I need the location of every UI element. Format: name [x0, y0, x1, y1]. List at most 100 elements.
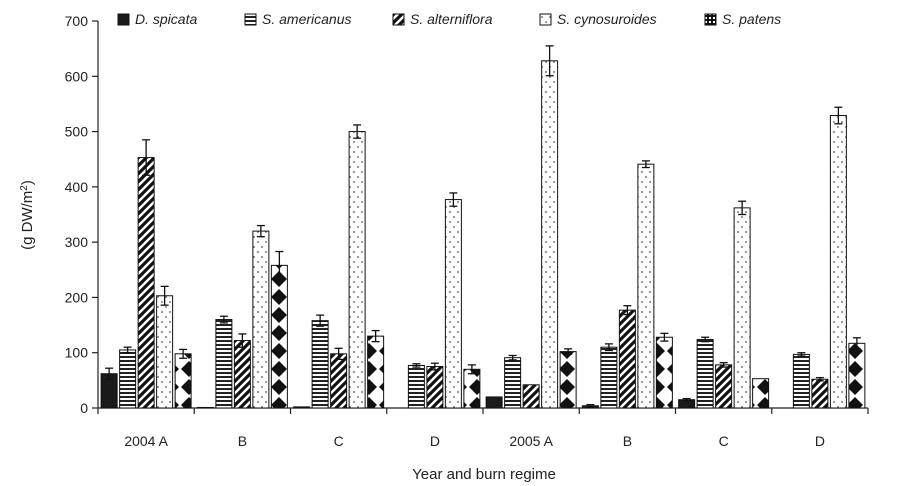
- bar: [156, 295, 174, 409]
- bar: [696, 338, 714, 409]
- bar: [311, 320, 329, 409]
- error-bar: [179, 348, 188, 359]
- bar: [504, 357, 522, 409]
- legend-swatch: [704, 13, 717, 26]
- x-axis: 2004 A B C D 2005 A B C D: [97, 407, 869, 449]
- bar: [367, 335, 385, 409]
- x-tick-label: B: [623, 433, 632, 449]
- error-bar: [412, 363, 421, 368]
- legend-item: D. spicata: [117, 11, 197, 27]
- bar: [559, 351, 577, 409]
- bar: [541, 60, 559, 409]
- error-bar: [623, 305, 632, 316]
- bar: [792, 353, 810, 409]
- bar: [348, 131, 366, 409]
- x-axis-title: Year and burn regime: [412, 466, 556, 483]
- error-bar: [834, 106, 843, 125]
- error-bar: [353, 124, 362, 139]
- error-bar: [604, 343, 613, 352]
- error-bar: [682, 397, 691, 402]
- bar: [330, 353, 348, 409]
- y-tick-label: 600: [65, 68, 89, 84]
- legend-label: S. alterniflora: [410, 11, 493, 27]
- legend-item: S. patens: [704, 11, 781, 27]
- bar: [848, 342, 866, 409]
- bar: [811, 378, 829, 409]
- bar: [174, 353, 192, 409]
- error-bar: [545, 45, 554, 77]
- error-bar: [219, 315, 228, 324]
- x-tick-label: D: [815, 433, 825, 449]
- error-bar: [467, 364, 476, 375]
- error-bar: [701, 336, 710, 343]
- y-axis: 0 100 200 300 400 500 600 700: [65, 13, 99, 416]
- legend-label: S. cynosuroides: [557, 11, 657, 27]
- bar: [463, 368, 481, 409]
- legend-swatch: [539, 13, 552, 26]
- legend-item: S. cynosuroides: [539, 11, 657, 27]
- error-bar: [371, 329, 380, 343]
- bar: [252, 230, 270, 409]
- legend-item: S. americanus: [244, 11, 351, 27]
- error-bar: [123, 346, 132, 354]
- y-tick-label: 300: [65, 234, 89, 250]
- legend-swatch: [117, 13, 130, 26]
- error-bar: [160, 285, 169, 306]
- error-bar: [142, 139, 151, 176]
- legend-label: S. americanus: [262, 11, 351, 27]
- error-bar: [815, 376, 824, 382]
- error-bar: [430, 362, 439, 371]
- y-tick-label: 500: [65, 124, 89, 140]
- error-bar: [316, 314, 325, 327]
- legend-label: S. patens: [722, 11, 781, 27]
- bar: [444, 199, 462, 409]
- legend-swatch: [244, 13, 257, 26]
- bar: [233, 340, 251, 409]
- y-tick-label: 200: [65, 289, 89, 305]
- x-tick-label: B: [238, 433, 247, 449]
- error-bar: [564, 348, 573, 356]
- bar: [119, 349, 137, 409]
- bar: [485, 396, 503, 409]
- error-bar: [641, 160, 650, 169]
- error-bar: [738, 200, 747, 216]
- bar: [407, 364, 425, 409]
- x-tick-label: D: [430, 433, 440, 449]
- y-tick-label: 100: [65, 345, 89, 361]
- bar: [829, 115, 847, 409]
- bar: [215, 319, 233, 409]
- bar: [637, 163, 655, 409]
- bar: [733, 207, 751, 409]
- bar: [600, 346, 618, 409]
- bar: [715, 364, 733, 409]
- error-bar: [797, 352, 806, 357]
- error-bar: [660, 332, 669, 342]
- bar: [426, 366, 444, 409]
- error-bar: [508, 354, 517, 361]
- legend-item: S. alterniflora: [392, 11, 493, 27]
- bar: [655, 336, 673, 409]
- bar: [752, 378, 770, 409]
- legend-label: D. spicata: [135, 11, 197, 27]
- bar: [270, 264, 288, 409]
- error-bar: [586, 404, 595, 408]
- y-tick-label: 400: [65, 179, 89, 195]
- error-bar: [449, 192, 458, 207]
- y-tick-label: 0: [80, 400, 88, 416]
- x-tick-label: 2005 A: [509, 433, 553, 449]
- error-bar: [719, 362, 728, 368]
- error-bar: [105, 367, 114, 380]
- x-tick-label: C: [334, 433, 344, 449]
- x-tick-label: 2004 A: [124, 433, 168, 449]
- bar: [618, 309, 636, 409]
- bar: [137, 157, 155, 409]
- error-bar: [275, 250, 284, 280]
- bar: [196, 406, 214, 409]
- bar: [293, 406, 311, 409]
- x-tick-label: C: [719, 433, 729, 449]
- error-bar: [334, 347, 343, 360]
- legend-swatch: [392, 13, 405, 26]
- legend: D. spicata S. americanus S. alterniflora S.…: [117, 11, 781, 27]
- bar: [522, 384, 540, 409]
